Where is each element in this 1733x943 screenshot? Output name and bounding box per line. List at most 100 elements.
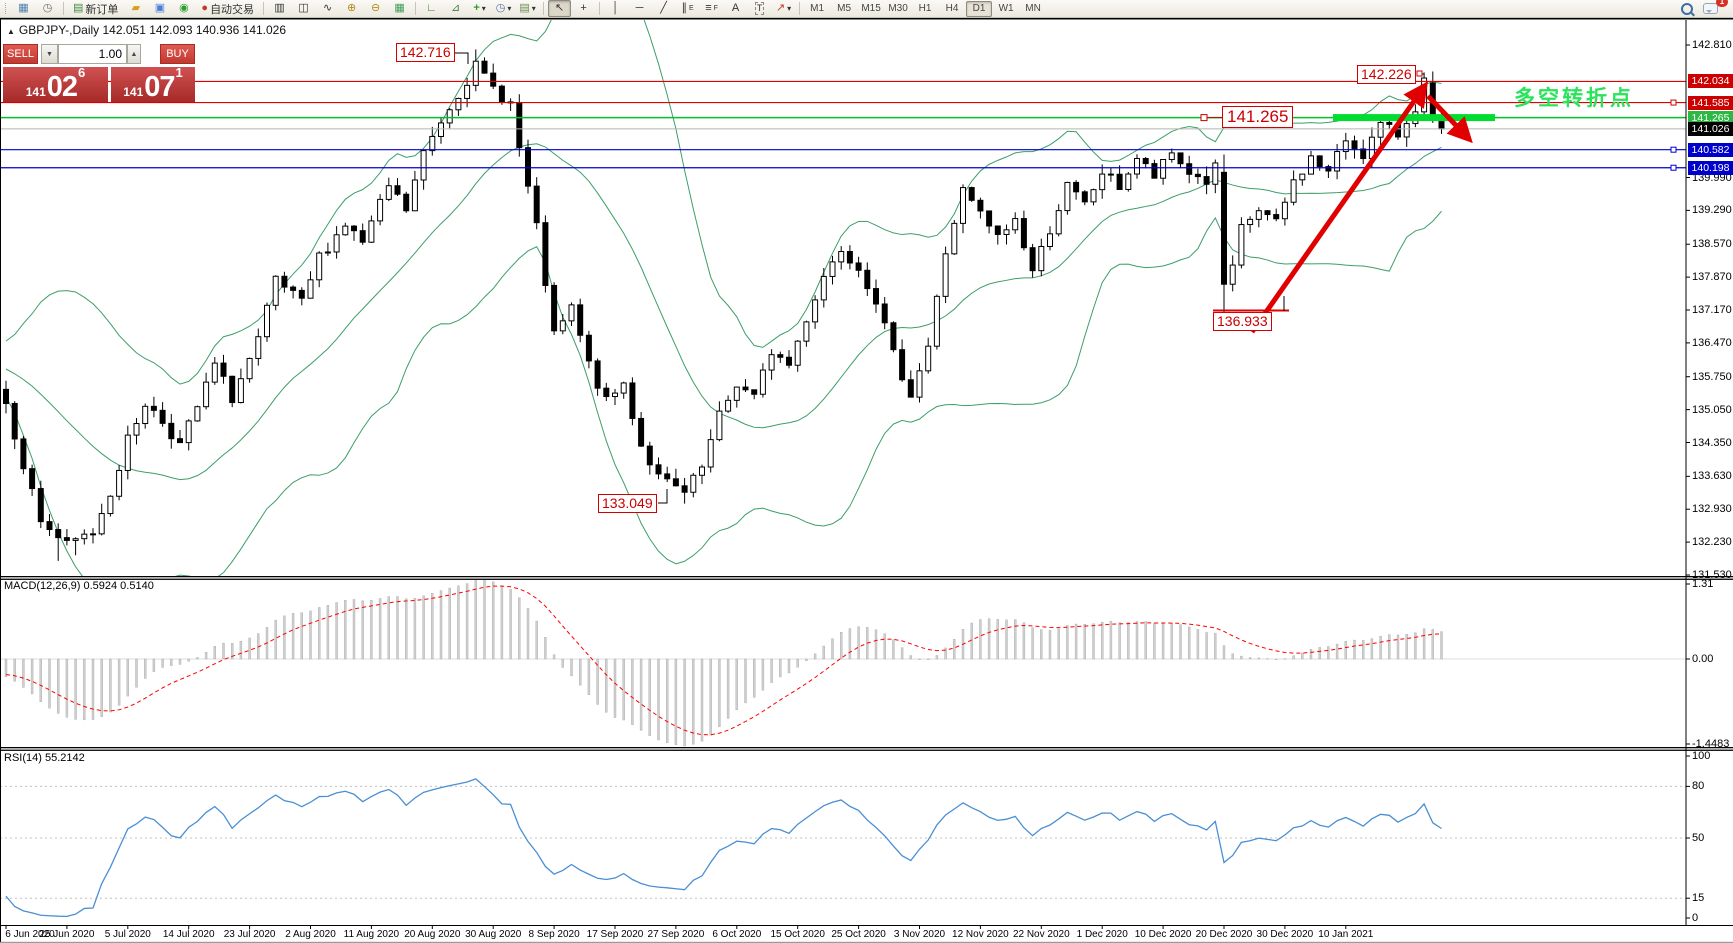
collapse-triangle-icon: ▲ xyxy=(7,27,15,36)
separator xyxy=(543,2,545,15)
price-annotation-tag[interactable]: 133.049 xyxy=(598,494,657,513)
line-chart-button[interactable]: ∿ xyxy=(316,0,339,17)
date-label: 22 Nov 2020 xyxy=(1012,929,1070,940)
trendline-button[interactable]: ╱ xyxy=(652,0,675,17)
chart-window-icon[interactable]: ▦ xyxy=(12,0,35,17)
auto-trading-label: 自动交易 xyxy=(210,3,255,16)
signals-glyph: ◉ xyxy=(179,2,189,14)
price-tick-label: 135.050 xyxy=(1692,403,1732,416)
buy-price-display[interactable]: 141 07 1 xyxy=(111,65,195,102)
timeframe-button-h1[interactable]: H1 xyxy=(918,3,932,14)
new-order-icon: ▤ xyxy=(73,2,84,14)
chart-shift-icon: ⊿ xyxy=(450,2,461,14)
gold-icon[interactable]: ▰ xyxy=(124,0,147,17)
date-label: 14 Jul 2020 xyxy=(162,929,215,940)
candlestick-chart-button[interactable]: ◫ xyxy=(292,0,315,17)
indicators-plus-icon: + xyxy=(473,2,480,14)
separator xyxy=(263,2,265,15)
price-tick-label: 136.470 xyxy=(1692,336,1732,349)
trendline-icon: ╱ xyxy=(660,2,667,14)
auto-scroll-button[interactable]: ∟ xyxy=(420,0,443,17)
sell-price-big: 02 xyxy=(46,71,78,103)
separator xyxy=(415,2,417,15)
horizontal-line-icon: ─ xyxy=(635,2,644,14)
text-icon: A xyxy=(731,2,740,14)
price-tick-label: 131.530 xyxy=(1692,569,1732,581)
notifications-button[interactable]: 1 xyxy=(1699,0,1728,17)
date-label: 20 Aug 2020 xyxy=(404,929,461,940)
date-label: 17 Sep 2020 xyxy=(586,929,644,940)
chart-canvas[interactable] xyxy=(0,18,1733,943)
zoom-in-button[interactable]: ⊕ xyxy=(340,0,363,17)
crosshair-button[interactable]: + xyxy=(572,0,595,17)
timeframe-button-h4[interactable]: H4 xyxy=(945,3,959,14)
timeframe-button-m5[interactable]: M5 xyxy=(837,3,852,14)
price-tick-label: 132.930 xyxy=(1692,503,1732,516)
timeframe-button-w1[interactable]: W1 xyxy=(998,3,1014,14)
date-label: 2 Aug 2020 xyxy=(285,929,336,940)
text-label-button[interactable]: T xyxy=(748,0,771,17)
volume-input[interactable] xyxy=(58,44,127,64)
gold-glyph: ▰ xyxy=(131,2,141,14)
rsi-axis-label: 50 xyxy=(1692,832,1705,844)
volume-increase-button[interactable]: ▲ xyxy=(127,44,141,64)
sell-price-display[interactable]: 141 02 6 xyxy=(3,65,108,103)
macd-label: MACD(12,26,9) 0.5924 0.5140 xyxy=(4,580,154,592)
price-annotation-tag[interactable]: 142.716 xyxy=(396,43,455,62)
arrows-button[interactable]: ↗ ▾ xyxy=(772,0,795,17)
tile-windows-button[interactable]: ▦ xyxy=(388,0,411,17)
timeframe-button-m15[interactable]: M15 xyxy=(861,3,881,14)
bar-chart-button[interactable]: ▥ xyxy=(268,0,291,17)
volume-decrease-button[interactable]: ▼ xyxy=(41,44,58,64)
channel-button[interactable]: ∥ E xyxy=(676,0,699,17)
price-annotation-tag[interactable]: 142.226 xyxy=(1357,65,1416,84)
signals-icon[interactable]: ◉ xyxy=(172,0,195,17)
vertical-line-button[interactable]: │ xyxy=(604,0,627,17)
channel-e-label: E xyxy=(688,5,694,12)
zoom-in-icon: ⊕ xyxy=(346,2,357,14)
templates-button[interactable]: ▤ ▾ xyxy=(516,0,539,17)
symbol-header-text: GBPJPY-,Daily 142.051 142.093 140.936 14… xyxy=(18,23,287,37)
timeframe-button-d1[interactable]: D1 xyxy=(966,0,993,17)
new-order-label: 新订单 xyxy=(85,3,119,16)
buy-button[interactable]: BUY xyxy=(160,44,195,64)
search-button[interactable] xyxy=(1675,0,1698,17)
sell-price-small: 141 xyxy=(25,85,46,99)
sell-button[interactable]: SELL xyxy=(3,44,38,64)
text-button[interactable]: A xyxy=(724,0,747,17)
horizontal-line-button[interactable]: ─ xyxy=(628,0,651,17)
community-icon[interactable]: ▣ xyxy=(148,0,171,17)
price-annotation-tag[interactable]: 136.933 xyxy=(1213,312,1272,331)
rsi-axis-label: 100 xyxy=(1692,750,1711,762)
timeframe-button-m30[interactable]: M30 xyxy=(888,3,908,14)
price-annotation-tag[interactable]: 141.265 xyxy=(1222,106,1294,128)
date-label: 1 Dec 2020 xyxy=(1076,929,1128,940)
history-center-icon[interactable]: ◷ xyxy=(36,0,59,17)
indicators-button[interactable]: + ▾ xyxy=(468,0,491,17)
periods-button[interactable]: ◷ ▾ xyxy=(492,0,515,17)
separator xyxy=(63,2,64,15)
fibonacci-button[interactable]: ≡ F xyxy=(700,0,723,17)
toolbar-grip xyxy=(5,3,9,14)
date-label: 11 Aug 2020 xyxy=(343,929,400,940)
buy-price-sup: 1 xyxy=(175,65,183,80)
timeframe-button-m1[interactable]: M1 xyxy=(810,3,825,14)
templates-icon: ▤ xyxy=(519,2,530,14)
timeframe-button-mn[interactable]: MN xyxy=(1025,3,1041,14)
price-tick-label: 137.870 xyxy=(1692,271,1732,284)
zoom-out-button[interactable]: ⊖ xyxy=(364,0,387,17)
symbol-header[interactable]: ▲ GBPJPY-,Daily 142.051 142.093 140.936 1… xyxy=(7,23,286,37)
chart-shift-button[interactable]: ⊿ xyxy=(444,0,467,17)
turning-point-annotation[interactable]: 多空转折点 xyxy=(1514,87,1634,110)
candlestick-chart-icon: ◫ xyxy=(298,2,309,14)
price-level-badge: 141.265 xyxy=(1688,110,1733,125)
price-tick-label: 132.230 xyxy=(1692,536,1732,549)
auto-trading-button[interactable]: ● 自动交易 xyxy=(196,0,259,17)
cursor-button[interactable]: ↖ xyxy=(548,0,572,17)
new-order-button[interactable]: ▤ 新订单 xyxy=(68,0,123,17)
buy-price-small: 141 xyxy=(123,85,144,99)
clock-icon: ◷ xyxy=(42,2,53,14)
